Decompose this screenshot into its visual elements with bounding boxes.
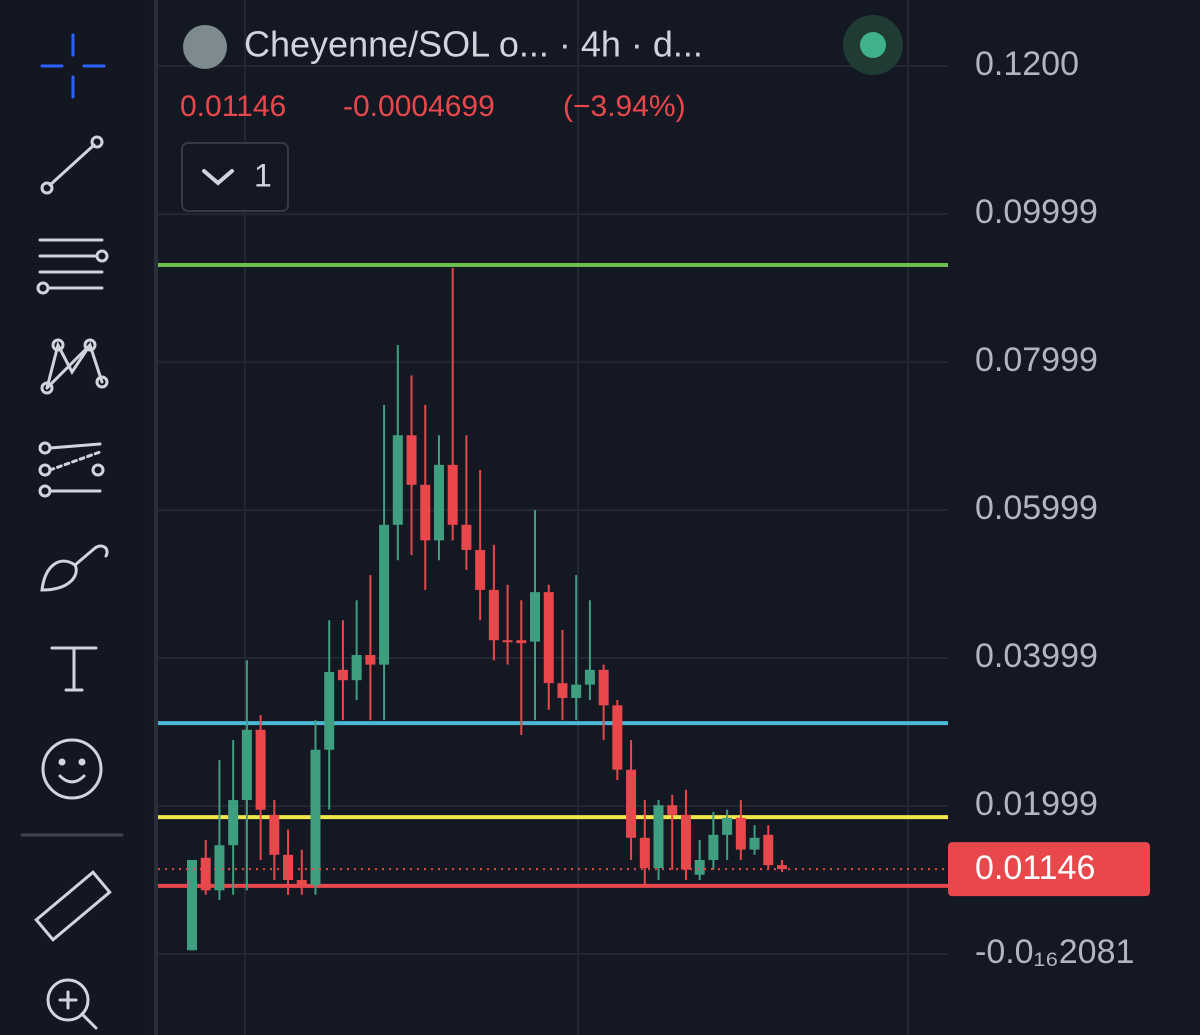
candle-body (626, 769, 637, 838)
candle-body (379, 524, 390, 665)
candle-body (584, 669, 595, 685)
price-change: -0.0004699 (343, 90, 495, 123)
candle-body (653, 805, 664, 869)
candle-body (694, 859, 705, 875)
indicator-count: 1 (254, 157, 272, 193)
candle-body (722, 817, 733, 835)
brush-tool[interactable] (40, 544, 109, 592)
candle-body (337, 669, 348, 681)
candle-body (667, 805, 678, 815)
candle-body (708, 834, 719, 860)
candle-body (763, 834, 774, 866)
last-price-box (948, 842, 1150, 897)
candle-body (365, 655, 376, 665)
plot (158, 65, 948, 955)
y-tick-label: -0.0₁₆2081 (975, 933, 1134, 971)
candle-body (241, 729, 252, 801)
candle-body (557, 683, 568, 698)
y-tick-label: 0.07999 (975, 341, 1098, 379)
candle-body (749, 837, 760, 850)
fib-tool[interactable] (36, 238, 109, 295)
candle-body (310, 749, 321, 886)
candle-body (735, 817, 746, 850)
candle-body (598, 669, 609, 706)
candle-body (447, 464, 458, 525)
candle-body (324, 672, 335, 750)
candle-body (214, 845, 225, 891)
candle-body (433, 464, 444, 541)
ruler-tool[interactable] (34, 870, 112, 942)
emoji-tool[interactable] (41, 738, 103, 800)
candle-body (475, 549, 486, 590)
pattern-tool[interactable] (40, 338, 109, 395)
status-dot (860, 32, 886, 58)
y-tick-label: 0.03999 (975, 637, 1098, 675)
candle-body (777, 865, 787, 870)
indicator-toggle[interactable] (181, 142, 289, 212)
candle-body (502, 640, 513, 643)
trendline-tool[interactable] (40, 135, 104, 195)
candle-body (187, 859, 197, 951)
candle-body (406, 435, 417, 485)
y-tick-label: 0.1200 (975, 45, 1079, 83)
candle-body (269, 814, 280, 855)
symbol-avatar (183, 25, 227, 69)
zoom-tool[interactable] (46, 978, 98, 1030)
candle-body (516, 640, 527, 644)
candle-body (283, 854, 294, 880)
y-tick-label: 0.09999 (975, 193, 1098, 231)
candle-body (543, 592, 554, 684)
candle-body (392, 435, 403, 525)
symbol-title[interactable]: Cheyenne/SOL o... · 4h · d... (244, 24, 703, 65)
crosshair-tool[interactable] (40, 33, 106, 99)
candle-body (351, 655, 362, 681)
candle-body (228, 800, 239, 846)
candle-body (639, 837, 650, 869)
chevron (202, 169, 234, 186)
candle-body (530, 592, 541, 642)
price-change-percent: (−3.94%) (563, 90, 686, 123)
y-tick-label: 0.01999 (975, 785, 1098, 823)
candle-body (255, 729, 266, 810)
candle-body (200, 857, 211, 891)
candle-body (420, 484, 431, 541)
toolbar (0, 0, 148, 1035)
candle-body (461, 524, 472, 550)
candle-body (488, 589, 499, 641)
last-price-label: 0.01146 (975, 849, 1095, 887)
candle-body (571, 684, 582, 698)
text-tool[interactable] (50, 646, 98, 692)
candle-body (296, 879, 307, 886)
candle-body (680, 814, 691, 870)
last-price: 0.01146 (180, 90, 286, 123)
candle-body (612, 705, 623, 770)
prediction-tool[interactable] (38, 441, 105, 498)
y-tick-label: 0.05999 (975, 489, 1098, 527)
